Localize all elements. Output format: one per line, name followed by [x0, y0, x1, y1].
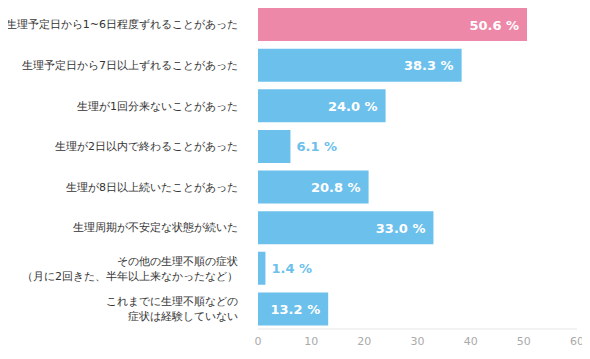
svg-text:生理が1回分来ないことがあった: 生理が1回分来ないことがあった — [77, 100, 238, 113]
svg-text:60: 60 — [570, 335, 582, 348]
svg-text:これまでに生理不順などの症状は経験していない: これまでに生理不順などの症状は経験していない — [106, 295, 238, 323]
svg-text:20.8 %: 20.8 % — [311, 180, 361, 195]
svg-text:40: 40 — [464, 335, 478, 348]
svg-text:0: 0 — [255, 335, 262, 348]
svg-text:13.2 %: 13.2 % — [271, 302, 321, 317]
svg-text:10: 10 — [304, 335, 318, 348]
svg-text:50: 50 — [517, 335, 531, 348]
svg-text:50.6 %: 50.6 % — [469, 18, 519, 33]
svg-text:生理予定日から1~6日程度ずれることがあった: 生理予定日から1~6日程度ずれることがあった — [8, 18, 238, 31]
svg-text:その他の生理不順の症状（月に2回きた、半年以上来なかったなど: その他の生理不順の症状（月に2回きた、半年以上来なかったなど） — [22, 255, 238, 283]
svg-text:生理が2日以内で終わることがあった: 生理が2日以内で終わることがあった — [55, 140, 238, 153]
svg-text:生理予定日から7日以上ずれることがあった: 生理予定日から7日以上ずれることがあった — [22, 59, 238, 72]
svg-text:1.4 %: 1.4 % — [271, 261, 312, 276]
svg-text:生理周期が不安定な状態が続いた: 生理周期が不安定な状態が続いた — [73, 221, 238, 234]
svg-text:38.3 %: 38.3 % — [404, 58, 454, 73]
svg-text:20: 20 — [357, 335, 371, 348]
svg-text:33.0 %: 33.0 % — [376, 221, 426, 236]
svg-text:生理が8日以上続いたことがあった: 生理が8日以上続いたことがあった — [66, 181, 238, 194]
svg-text:24.0 %: 24.0 % — [328, 99, 378, 114]
svg-text:30: 30 — [411, 335, 425, 348]
svg-text:6.1 %: 6.1 % — [296, 139, 337, 154]
